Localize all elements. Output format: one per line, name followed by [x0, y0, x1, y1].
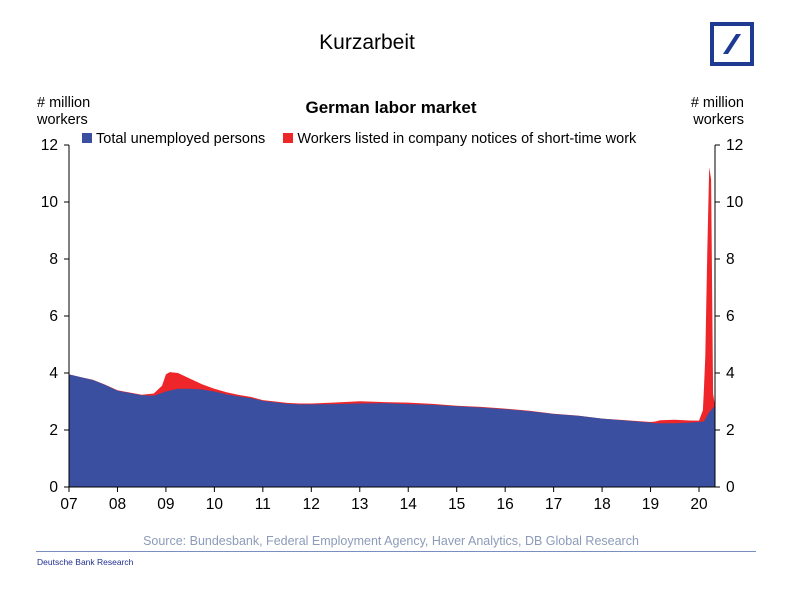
legend-label-short-time-work: Workers listed in company notices of sho…	[297, 131, 637, 147]
footer-divider	[36, 551, 756, 552]
y-tick-label-left: 4	[49, 365, 58, 382]
chart-title: German labor market	[305, 98, 477, 117]
y-tick-label-right: 6	[726, 308, 735, 325]
x-tick-label: 20	[690, 496, 708, 513]
y-tick-label-right: 4	[726, 365, 735, 382]
y-tick-label-right: 8	[726, 251, 735, 268]
y-tick-label-right: 2	[726, 422, 735, 439]
x-tick-label: 11	[255, 496, 271, 513]
legend-swatch-unemployed	[82, 133, 92, 143]
x-tick-label: 07	[60, 496, 77, 513]
legend-item-short-time-work: Workers listed in company notices of sho…	[283, 131, 636, 147]
y-axis-right-unit-label: # million workers	[690, 95, 744, 128]
y-tick-label-left: 0	[49, 479, 58, 496]
x-tick-label: 13	[351, 496, 368, 513]
y-tick-label-left: 6	[49, 308, 58, 325]
legend-item-unemployed: Total unemployed persons	[82, 131, 265, 147]
y-tick-label-left: 10	[41, 194, 59, 211]
x-tick-label: 16	[497, 496, 514, 513]
legend-label-unemployed: Total unemployed persons	[96, 131, 266, 147]
x-tick-label: 09	[157, 496, 174, 513]
x-tick-label: 10	[206, 496, 224, 513]
x-tick-label: 17	[545, 496, 562, 513]
area-series-unemployed	[69, 374, 715, 487]
y-tick-label-left: 2	[49, 422, 58, 439]
x-tick-label: 08	[109, 496, 126, 513]
x-tick-label: 19	[642, 496, 659, 513]
y-tick-label-left: 8	[49, 251, 58, 268]
x-tick-label: 15	[448, 496, 465, 513]
x-tick-label: 18	[593, 496, 610, 513]
source-note: Source: Bundesbank, Federal Employment A…	[143, 534, 639, 548]
x-tick-label: 12	[303, 496, 320, 513]
slide-title: Kurzarbeit	[319, 31, 415, 54]
chart-legend: Total unemployed persons Workers listed …	[82, 131, 650, 147]
x-tick-label: 14	[400, 496, 418, 513]
brand-footer: Deutsche Bank Research	[37, 557, 134, 567]
deutsche-bank-logo-icon	[710, 22, 754, 66]
y-tick-label-right: 0	[726, 479, 735, 496]
legend-swatch-short-time-work	[283, 133, 294, 143]
y-tick-label-left: 12	[41, 137, 58, 154]
y-tick-label-right: 10	[726, 194, 744, 211]
y-axis-left-unit-label: # million workers	[37, 95, 91, 128]
y-tick-label-right: 12	[726, 137, 743, 154]
